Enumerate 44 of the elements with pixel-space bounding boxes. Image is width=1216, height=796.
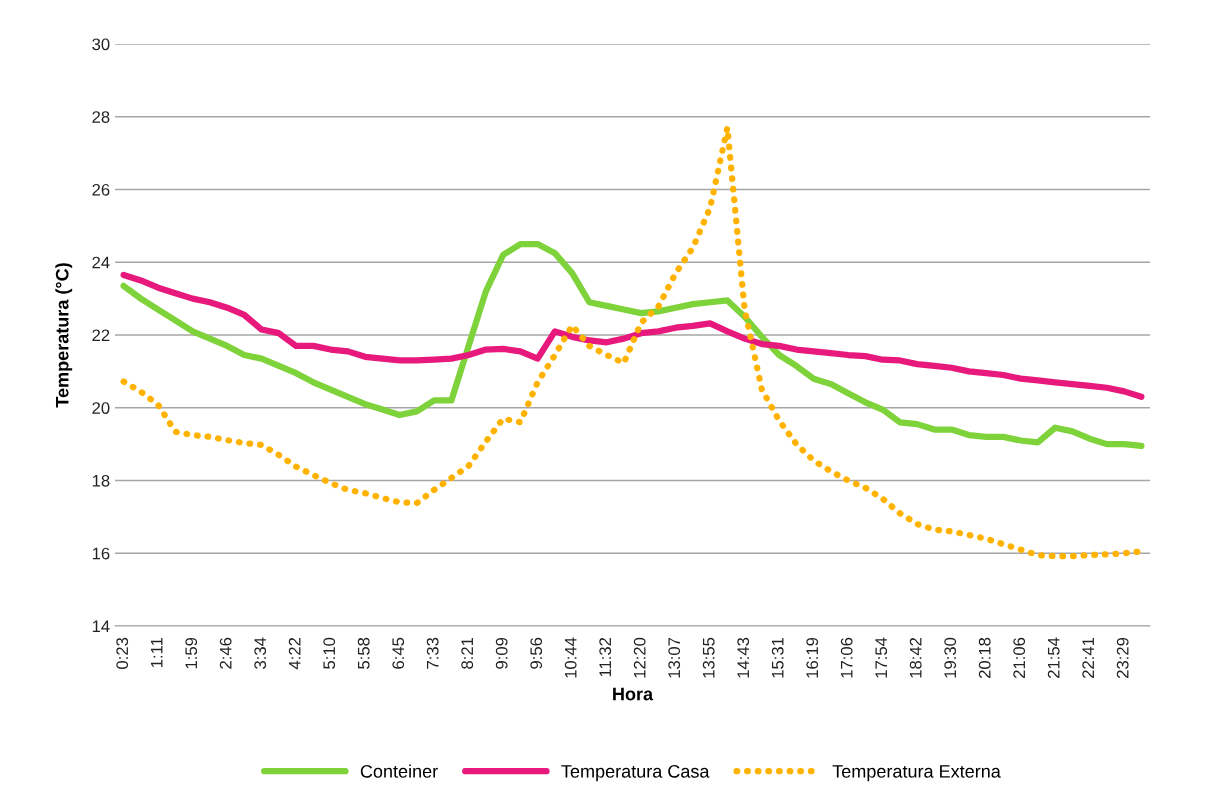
x-tick-label: 8:21 — [461, 637, 474, 669]
y-axis-title: Temperatura (°C) — [55, 263, 73, 408]
x-tick-label: 10:44 — [564, 637, 577, 678]
y-tick-label: 22 — [92, 329, 110, 342]
y-tick-label: 18 — [92, 474, 110, 487]
x-tick-label: 13:07 — [668, 637, 681, 678]
y-tick-label: 28 — [92, 111, 110, 123]
x-tick-label: 9:09 — [495, 637, 508, 669]
x-tick-label: 11:32 — [599, 637, 612, 677]
x-tick-label: 16:19 — [806, 637, 819, 678]
x-tick-label: 5:10 — [323, 637, 336, 669]
y-tick-label: 14 — [92, 620, 110, 633]
x-tick-label: 18:42 — [909, 637, 922, 678]
x-tick-label: 3:34 — [254, 637, 267, 669]
x-tick-label: 7:33 — [426, 637, 439, 669]
x-tick-label: 5:58 — [357, 637, 370, 669]
x-tick-label: 23:29 — [1116, 637, 1129, 678]
x-tick-label: 1:11 — [150, 637, 163, 668]
x-tick-label: 22:41 — [1082, 637, 1094, 678]
y-tick-label: 26 — [92, 183, 110, 196]
legend-label: Temperatura Externa — [832, 765, 1001, 782]
x-tick-label: 20:18 — [978, 637, 991, 678]
x-tick-label: 0:23 — [116, 637, 129, 669]
legend-label: Temperatura Casa — [561, 764, 710, 782]
x-tick-label: 21:54 — [1047, 637, 1060, 678]
x-tick-label: 17:54 — [875, 637, 888, 678]
x-tick-label: 6:45 — [392, 637, 405, 669]
x-tick-label: 1:59 — [185, 637, 198, 669]
x-tick-label: 14:43 — [737, 637, 750, 678]
legend-label: Conteiner — [360, 764, 438, 778]
y-tick-label: 16 — [92, 547, 110, 560]
x-tick-label: 12:20 — [633, 637, 646, 678]
x-axis-title: Hora — [613, 687, 654, 701]
x-tick-label: 13:55 — [702, 637, 715, 678]
x-tick-label: 21:06 — [1013, 637, 1026, 678]
x-tick-label: 19:30 — [944, 637, 957, 678]
y-tick-label: 30 — [92, 38, 110, 51]
x-tick-label: 15:31 — [771, 637, 784, 678]
x-tick-label: 9:56 — [530, 637, 543, 669]
x-tick-label: 4:22 — [288, 637, 301, 670]
y-tick-label: 20 — [92, 402, 110, 414]
x-tick-label: 2:46 — [219, 637, 232, 669]
y-tick-label: 24 — [92, 256, 110, 269]
x-tick-label: 17:06 — [840, 637, 853, 678]
